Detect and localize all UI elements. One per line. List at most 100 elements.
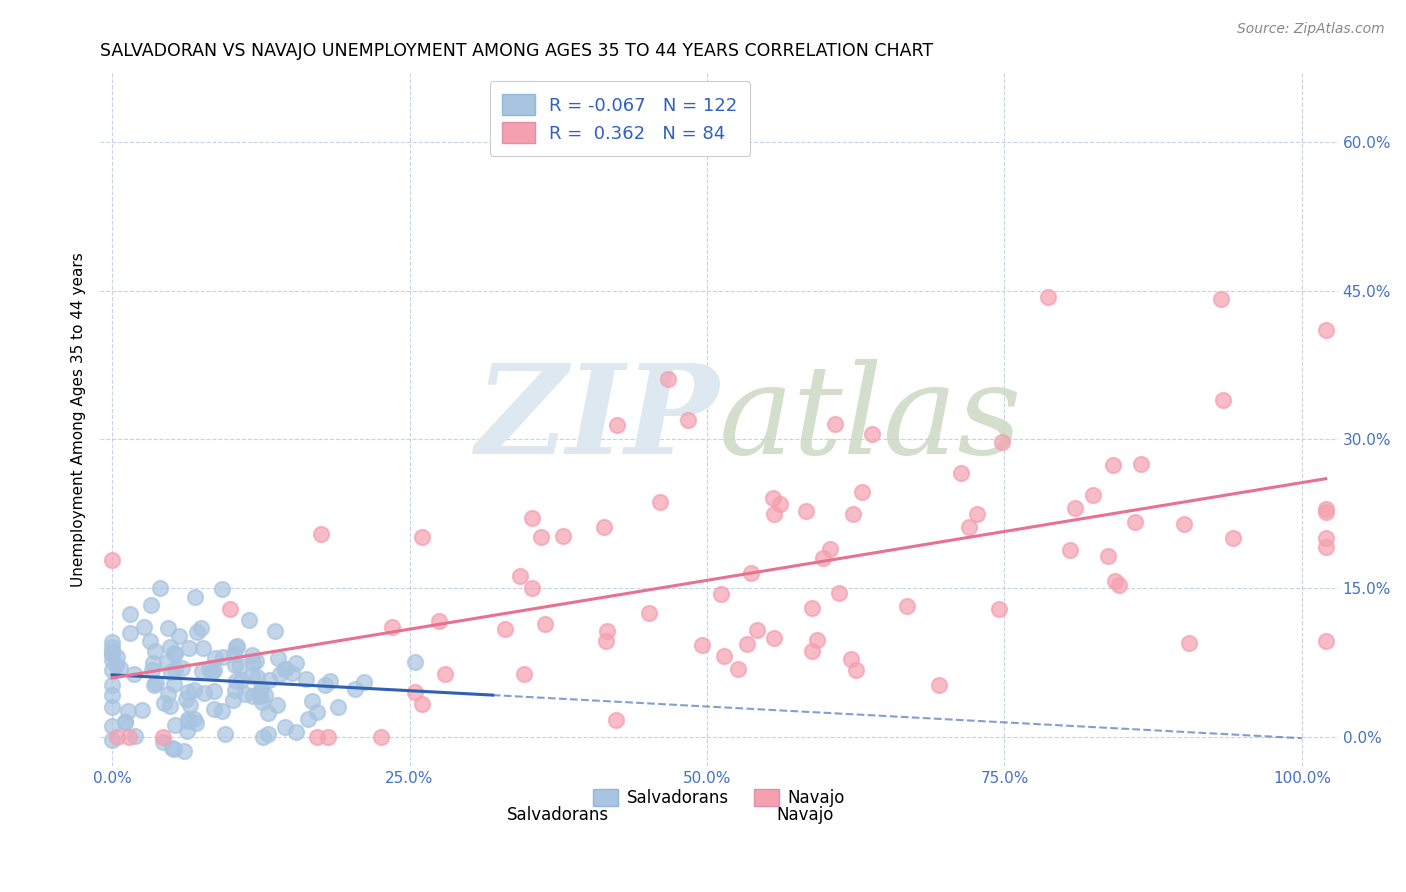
Point: [949, 467, 972, 481]
Point: [179, 698, 201, 712]
Point: [1104, 574, 1126, 589]
Point: [186, 624, 208, 639]
Point: [710, 587, 733, 601]
Point: [1097, 549, 1119, 563]
Point: [307, 705, 329, 719]
Point: [650, 495, 672, 509]
Point: [513, 666, 536, 681]
Point: [193, 686, 215, 700]
Point: [269, 667, 291, 681]
Point: [177, 714, 200, 729]
Point: [160, 740, 183, 755]
Point: [101, 719, 124, 733]
Point: [165, 648, 187, 662]
Point: [1315, 531, 1337, 545]
Point: [533, 617, 555, 632]
Point: [176, 724, 198, 739]
Point: [229, 673, 252, 687]
Point: [242, 689, 264, 703]
Point: [657, 372, 679, 386]
Point: [117, 704, 139, 718]
Point: [1222, 531, 1244, 545]
Point: [411, 697, 433, 711]
Point: [800, 644, 823, 658]
Point: [806, 632, 828, 647]
Text: Source: ZipAtlas.com: Source: ZipAtlas.com: [1237, 22, 1385, 37]
Point: [191, 664, 214, 678]
Point: [218, 602, 240, 616]
Point: [266, 698, 288, 712]
Point: [101, 653, 124, 667]
Point: [713, 648, 735, 663]
Point: [153, 696, 176, 710]
Point: [183, 683, 205, 698]
Point: [818, 542, 841, 557]
Point: [101, 635, 124, 649]
Point: [896, 599, 918, 613]
Point: [222, 692, 245, 706]
Point: [177, 641, 200, 656]
Point: [1063, 501, 1085, 516]
Point: [101, 553, 124, 567]
Point: [101, 700, 124, 714]
Point: [233, 687, 256, 701]
Point: [284, 724, 307, 739]
Point: [281, 665, 304, 680]
Point: [553, 528, 575, 542]
Point: [592, 520, 614, 534]
Point: [811, 551, 834, 566]
Point: [522, 510, 544, 524]
Point: [120, 625, 142, 640]
Point: [1125, 516, 1147, 530]
Point: [160, 665, 183, 680]
Point: [957, 520, 980, 534]
Point: [284, 656, 307, 670]
Point: [314, 677, 336, 691]
Point: [225, 640, 247, 654]
Point: [101, 678, 124, 692]
Point: [990, 434, 1012, 449]
Point: [745, 623, 768, 637]
Point: [1130, 457, 1153, 471]
Point: [274, 720, 297, 734]
Point: [1038, 289, 1060, 303]
Point: [316, 730, 339, 744]
Y-axis label: Unemployment Among Ages 35 to 44 years: Unemployment Among Ages 35 to 44 years: [72, 252, 86, 587]
Point: [1083, 488, 1105, 502]
Point: [141, 663, 163, 677]
Point: [124, 729, 146, 743]
Point: [222, 647, 245, 661]
Point: [411, 530, 433, 544]
Point: [174, 692, 197, 706]
Point: [117, 730, 139, 744]
Point: [163, 677, 186, 691]
Point: [211, 704, 233, 718]
Point: [263, 624, 285, 639]
Point: [101, 640, 124, 654]
Point: [240, 648, 263, 662]
Point: [928, 677, 950, 691]
Point: [224, 683, 246, 698]
Point: [381, 620, 404, 634]
Point: [851, 485, 873, 500]
Point: [249, 689, 271, 703]
Point: [267, 651, 290, 665]
Point: [257, 673, 280, 687]
Point: [841, 508, 863, 522]
Point: [434, 666, 457, 681]
Point: [114, 715, 136, 730]
Text: Navajo: Navajo: [778, 806, 834, 824]
Point: [309, 526, 332, 541]
Point: [1173, 517, 1195, 532]
Point: [1211, 292, 1233, 306]
Point: [1315, 501, 1337, 516]
Point: [214, 727, 236, 741]
Point: [326, 699, 349, 714]
Point: [273, 662, 295, 676]
Point: [225, 639, 247, 653]
Point: [114, 714, 136, 729]
Point: [966, 508, 988, 522]
Point: [105, 730, 128, 744]
Point: [344, 681, 367, 696]
Point: [229, 659, 252, 673]
